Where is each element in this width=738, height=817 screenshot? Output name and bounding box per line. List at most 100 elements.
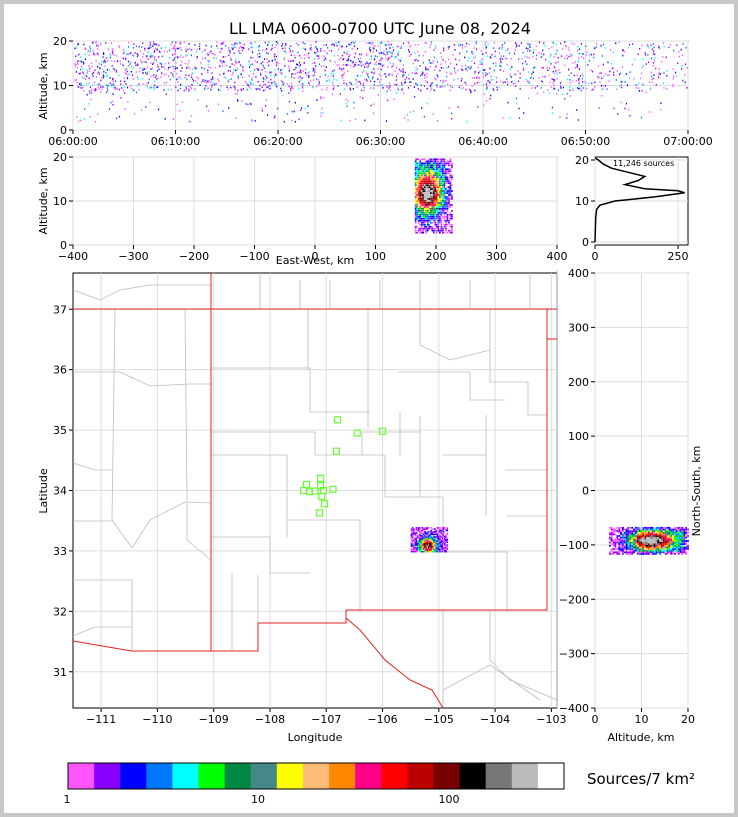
density-cell [451, 194, 453, 196]
source-point [174, 44, 176, 47]
colorbar-swatch [276, 763, 304, 789]
source-point [574, 61, 577, 64]
density-cell [416, 217, 418, 220]
density-cell [419, 216, 422, 218]
source-point [80, 119, 82, 122]
density-cell [413, 539, 415, 541]
density-cell [616, 540, 619, 542]
density-cell [440, 545, 442, 548]
density-cell [425, 231, 428, 234]
source-point [397, 52, 399, 54]
source-point [333, 86, 335, 88]
density-cell [440, 221, 443, 224]
colorbar-frame [67, 762, 565, 790]
source-point [300, 57, 302, 59]
source-point [180, 84, 182, 86]
source-point [628, 46, 630, 49]
source-point [382, 51, 384, 54]
density-cell [677, 548, 680, 550]
source-point [176, 103, 178, 106]
density-cell [657, 549, 660, 552]
density-cell [646, 533, 648, 536]
source-point [461, 47, 463, 49]
density-cell [442, 188, 444, 190]
density-cell [428, 210, 431, 212]
source-point [249, 81, 251, 83]
source-point [177, 89, 179, 92]
density-cell [449, 229, 452, 232]
source-point [347, 58, 349, 60]
source-point [507, 80, 509, 83]
density-cell [437, 202, 440, 204]
density-cell [661, 548, 663, 550]
source-point [296, 63, 298, 65]
source-point [429, 62, 431, 64]
source-point [373, 103, 375, 105]
density-cell [424, 544, 426, 546]
source-point [474, 89, 476, 92]
source-point [264, 83, 266, 86]
density-cell [677, 536, 680, 539]
source-point [138, 83, 140, 85]
source-point [552, 70, 554, 73]
density-cell [414, 160, 417, 163]
source-point [82, 63, 84, 66]
source-point [185, 74, 187, 76]
source-point [84, 108, 86, 110]
density-cell [627, 540, 630, 542]
density-cell [434, 170, 437, 173]
source-point [346, 53, 348, 55]
density-cell [426, 223, 429, 226]
density-cell [640, 538, 643, 541]
density-cell [648, 548, 650, 550]
density-cell [430, 184, 432, 186]
density-cell [655, 541, 658, 544]
source-point [608, 80, 610, 82]
source-point [333, 55, 335, 57]
source-point [211, 86, 213, 89]
source-point [510, 76, 512, 78]
density-cell [417, 216, 420, 218]
density-cell [430, 542, 432, 545]
source-point [161, 72, 163, 74]
source-point [347, 59, 349, 62]
source-point [274, 82, 276, 85]
source-point [232, 72, 234, 74]
source-point [145, 73, 147, 75]
density-cell [675, 543, 678, 545]
density-cell [661, 544, 663, 547]
source-point [323, 55, 325, 57]
source-point [548, 61, 550, 63]
source-point [90, 92, 93, 94]
source-point [527, 71, 529, 73]
source-point [178, 48, 180, 50]
source-point [78, 53, 81, 56]
source-point [293, 77, 295, 79]
density-cell [422, 172, 425, 175]
source-point [112, 93, 114, 95]
density-cell [442, 162, 444, 165]
source-point [577, 119, 579, 121]
density-cell [424, 540, 426, 542]
source-point [163, 66, 165, 68]
source-point [407, 41, 409, 43]
density-cell [431, 196, 434, 198]
source-point [175, 56, 177, 58]
density-cell [642, 541, 645, 544]
source-point [186, 67, 188, 69]
source-point [373, 58, 376, 61]
source-point [629, 77, 631, 80]
density-cell [444, 542, 446, 545]
station-marker [318, 492, 326, 501]
source-point [445, 71, 448, 74]
source-point [130, 61, 132, 64]
source-point [402, 70, 404, 72]
source-point [525, 78, 527, 81]
density-cell [442, 216, 444, 218]
source-point [208, 66, 210, 68]
source-point [647, 45, 649, 47]
source-point [498, 86, 500, 89]
density-cell [681, 530, 684, 532]
density-cell [436, 180, 438, 182]
density-cell [620, 541, 622, 544]
